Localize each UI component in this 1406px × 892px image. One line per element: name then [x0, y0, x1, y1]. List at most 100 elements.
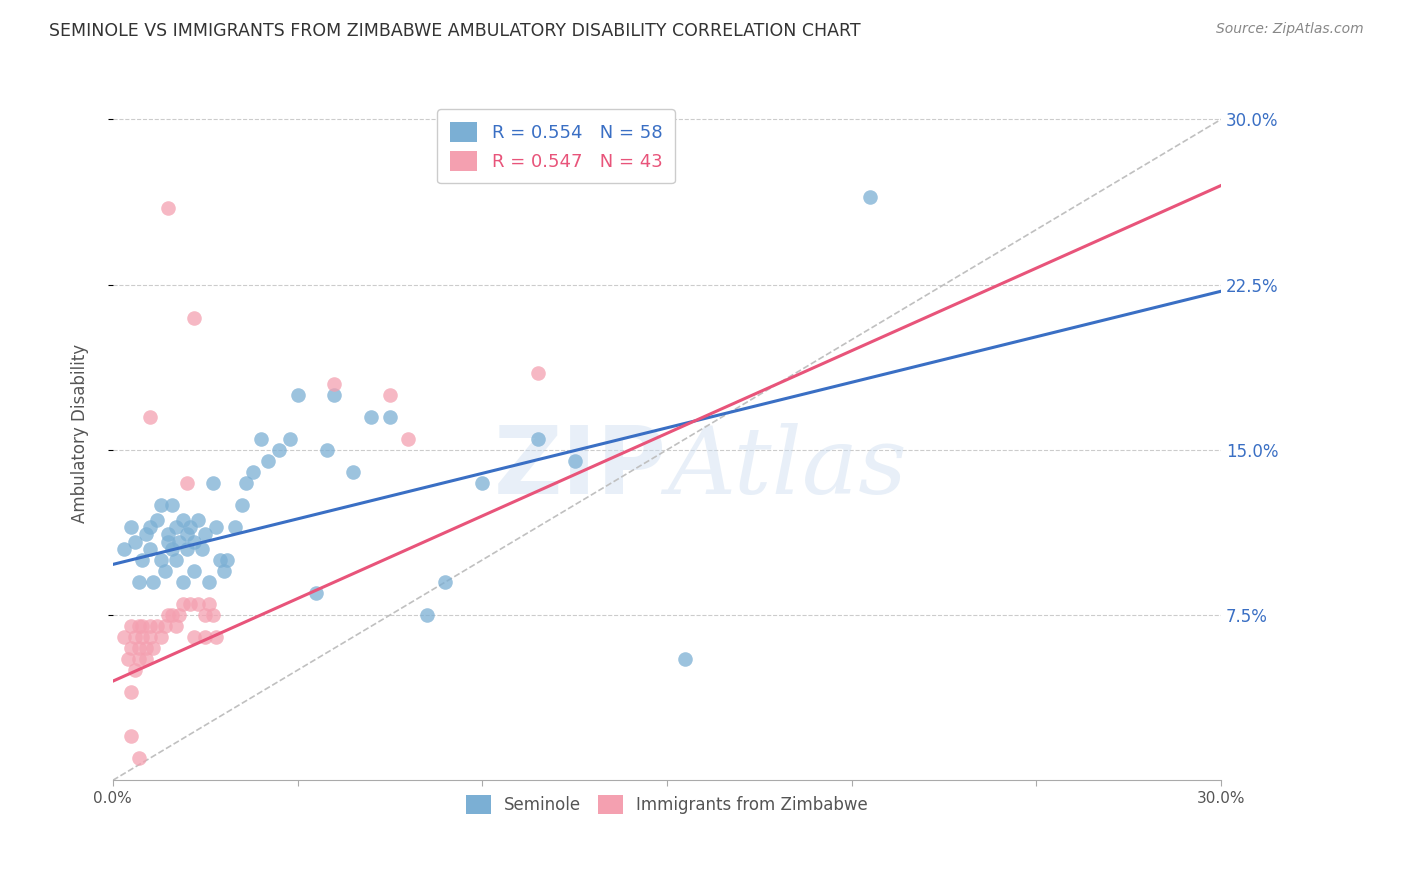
- Point: [183, 310, 205, 325]
- Point: [287, 388, 309, 402]
- Point: [146, 619, 169, 633]
- Point: [257, 454, 280, 468]
- Point: [120, 685, 142, 699]
- Point: [112, 541, 135, 556]
- Point: [194, 608, 217, 623]
- Point: [139, 409, 162, 424]
- Point: [416, 608, 439, 623]
- Point: [157, 526, 180, 541]
- Point: [160, 498, 183, 512]
- Point: [564, 454, 586, 468]
- Point: [124, 535, 146, 549]
- Text: Atlas: Atlas: [666, 423, 907, 513]
- Point: [198, 597, 221, 611]
- Point: [434, 575, 457, 590]
- Point: [165, 619, 187, 633]
- Text: SEMINOLE VS IMMIGRANTS FROM ZIMBABWE AMBULATORY DISABILITY CORRELATION CHART: SEMINOLE VS IMMIGRANTS FROM ZIMBABWE AMB…: [49, 22, 860, 40]
- Point: [305, 586, 328, 600]
- Point: [396, 432, 419, 446]
- Point: [160, 608, 183, 623]
- Point: [149, 630, 172, 644]
- Point: [131, 619, 153, 633]
- Point: [342, 465, 364, 479]
- Point: [471, 475, 494, 490]
- Point: [139, 619, 162, 633]
- Point: [187, 513, 209, 527]
- Point: [120, 729, 142, 743]
- Text: ZIP: ZIP: [494, 422, 666, 514]
- Point: [378, 388, 401, 402]
- Point: [139, 630, 162, 644]
- Point: [242, 465, 264, 479]
- Point: [112, 630, 135, 644]
- Point: [120, 520, 142, 534]
- Point: [128, 575, 150, 590]
- Point: [149, 498, 172, 512]
- Point: [165, 520, 187, 534]
- Point: [231, 498, 253, 512]
- Point: [201, 475, 224, 490]
- Point: [135, 652, 157, 666]
- Point: [316, 442, 339, 457]
- Point: [172, 597, 194, 611]
- Point: [249, 432, 271, 446]
- Text: Source: ZipAtlas.com: Source: ZipAtlas.com: [1216, 22, 1364, 37]
- Point: [267, 442, 290, 457]
- Point: [526, 432, 548, 446]
- Point: [224, 520, 246, 534]
- Point: [157, 608, 180, 623]
- Point: [172, 513, 194, 527]
- Point: [194, 526, 217, 541]
- Point: [176, 541, 198, 556]
- Point: [183, 564, 205, 578]
- Point: [278, 432, 301, 446]
- Point: [183, 630, 205, 644]
- Point: [157, 535, 180, 549]
- Point: [183, 535, 205, 549]
- Point: [235, 475, 257, 490]
- Point: [157, 201, 180, 215]
- Point: [128, 619, 150, 633]
- Point: [160, 541, 183, 556]
- Y-axis label: Ambulatory Disability: Ambulatory Disability: [72, 343, 89, 523]
- Point: [165, 553, 187, 567]
- Point: [135, 526, 157, 541]
- Point: [124, 630, 146, 644]
- Point: [378, 409, 401, 424]
- Legend: Seminole, Immigrants from Zimbabwe: Seminole, Immigrants from Zimbabwe: [456, 785, 877, 824]
- Point: [859, 189, 882, 203]
- Point: [201, 608, 224, 623]
- Point: [124, 663, 146, 677]
- Point: [142, 641, 165, 656]
- Point: [142, 575, 165, 590]
- Point: [169, 608, 191, 623]
- Point: [139, 520, 162, 534]
- Point: [179, 520, 201, 534]
- Point: [139, 541, 162, 556]
- Point: [217, 553, 239, 567]
- Point: [176, 475, 198, 490]
- Point: [323, 388, 346, 402]
- Point: [131, 630, 153, 644]
- Point: [146, 513, 169, 527]
- Point: [120, 619, 142, 633]
- Point: [198, 575, 221, 590]
- Point: [205, 520, 228, 534]
- Point: [120, 641, 142, 656]
- Point: [190, 541, 212, 556]
- Point: [128, 751, 150, 765]
- Point: [128, 652, 150, 666]
- Point: [673, 652, 696, 666]
- Point: [212, 564, 235, 578]
- Point: [179, 597, 201, 611]
- Point: [187, 597, 209, 611]
- Point: [176, 526, 198, 541]
- Point: [128, 641, 150, 656]
- Point: [153, 564, 176, 578]
- Point: [208, 553, 231, 567]
- Point: [172, 575, 194, 590]
- Point: [205, 630, 228, 644]
- Point: [117, 652, 139, 666]
- Point: [323, 376, 346, 391]
- Point: [360, 409, 382, 424]
